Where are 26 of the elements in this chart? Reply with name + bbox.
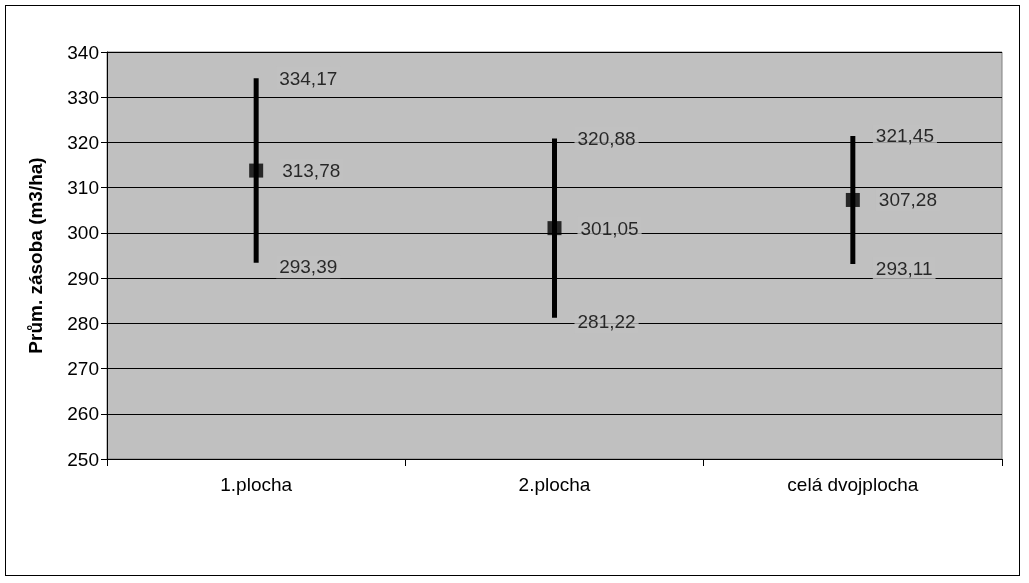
y-tick-label: 260 — [67, 403, 99, 425]
point — [249, 163, 264, 178]
point — [845, 192, 860, 207]
y-tick-label: 290 — [67, 267, 99, 289]
annotation: 334,17 — [279, 67, 338, 89]
data-label: 307,28 — [878, 189, 937, 211]
data-label: 313,78 — [282, 160, 341, 182]
y-tick-label: 330 — [67, 86, 99, 108]
point — [547, 221, 562, 236]
y-tick-label: 280 — [67, 312, 99, 334]
annotation: 281,22 — [577, 311, 636, 333]
annotation: 293,11 — [875, 257, 933, 279]
x-tick-label: celá dvojplocha — [787, 474, 919, 495]
data-label: 301,05 — [580, 217, 639, 239]
y-tick-label: 270 — [67, 358, 99, 380]
y-tick-label: 340 — [67, 41, 99, 63]
x-tick-label: 1.plocha — [220, 474, 293, 495]
annotation: 321,45 — [875, 125, 934, 147]
y-tick-label: 250 — [67, 448, 99, 470]
y-axis-title: Prům. zásoba (m3/ha) — [25, 157, 46, 354]
y-tick-label: 300 — [67, 222, 99, 244]
y-tick-label: 310 — [67, 177, 99, 199]
annotation: 320,88 — [577, 127, 636, 149]
y-tick-label: 320 — [67, 131, 99, 153]
annotation: 293,39 — [279, 256, 338, 278]
x-tick-label: 2.plocha — [518, 474, 591, 495]
